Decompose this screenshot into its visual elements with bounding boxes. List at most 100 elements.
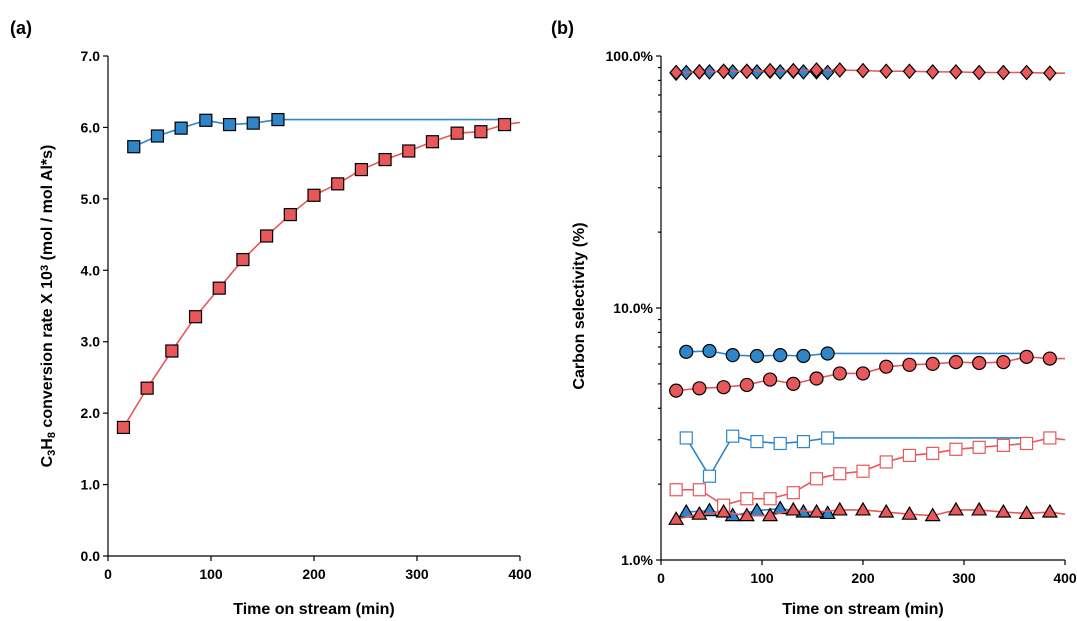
data-point: [740, 63, 754, 80]
data-point: [786, 376, 801, 391]
data-point: [773, 436, 787, 451]
data-point: [809, 472, 824, 486]
y-tick-label: 4.0: [81, 262, 101, 278]
data-point: [750, 63, 764, 80]
x-tick-label: 200: [851, 570, 875, 586]
y-axis-title-part: C: [39, 455, 56, 467]
data-point: [669, 483, 683, 497]
data-point: [972, 64, 986, 81]
data-point: [879, 359, 894, 374]
data-point: [691, 505, 708, 520]
data-point: [726, 429, 740, 443]
data-point: [820, 346, 835, 361]
data-point: [402, 144, 416, 158]
data-point: [1043, 65, 1057, 82]
data-point: [669, 383, 684, 398]
y-axis-title-part: 3: [46, 450, 58, 456]
data-point: [996, 354, 1011, 370]
data-point: [949, 63, 963, 80]
y-tick-label: 5.0: [81, 191, 101, 207]
data-point: [702, 343, 717, 359]
data-point: [668, 511, 685, 525]
data-point: [1020, 436, 1034, 451]
data-point: [749, 348, 765, 364]
data-point: [833, 467, 847, 481]
data-point: [996, 438, 1010, 452]
data-point: [150, 129, 165, 143]
data-point: [260, 229, 274, 243]
data-point: [378, 152, 392, 167]
data-point: [949, 442, 963, 456]
data-point: [902, 63, 917, 80]
data-point: [669, 64, 683, 81]
data-point: [971, 501, 988, 516]
data-point: [140, 381, 154, 395]
data-point: [1042, 351, 1057, 366]
data-point: [762, 372, 778, 387]
data-point: [715, 503, 732, 518]
data-point: [786, 62, 801, 79]
data-point: [188, 310, 203, 324]
data-point: [773, 348, 788, 363]
data-point: [283, 207, 297, 222]
data-point: [702, 469, 717, 483]
data-point: [354, 162, 368, 177]
data-point: [127, 140, 141, 154]
data-point: [809, 62, 824, 78]
panel-b: (b) 0 100 200 300 400 1.0% 10.0% 100.0% Time on…: [551, 18, 1077, 618]
x-tick-label: 200: [302, 566, 326, 582]
y-tick-label: 6.0: [81, 119, 101, 135]
data-point: [855, 366, 871, 381]
data-point: [821, 431, 835, 445]
data-point: [925, 356, 940, 372]
data-point: [879, 63, 894, 80]
data-point: [796, 348, 811, 364]
data-point: [425, 135, 440, 149]
data-point: [692, 381, 707, 396]
series-line: [122, 121, 521, 428]
data-point: [750, 435, 764, 449]
data-point: [947, 501, 964, 516]
panel-b-series: [668, 62, 1066, 525]
y-axis-title-part: H: [39, 438, 56, 450]
data-point: [996, 64, 1011, 81]
data-point: [165, 344, 179, 358]
data-point: [832, 366, 847, 381]
data-point: [1041, 503, 1058, 518]
x-tick-label: 0: [104, 566, 112, 582]
data-point: [762, 507, 779, 522]
y-tick-label: 7.0: [81, 48, 101, 64]
data-point: [819, 505, 836, 520]
y-tick-label: 10.0%: [613, 300, 653, 316]
data-point: [1018, 505, 1035, 520]
panel-b-label: (b): [551, 18, 574, 38]
data-point: [796, 435, 811, 449]
series-line: [133, 118, 505, 148]
data-point: [116, 420, 131, 435]
data-point: [856, 464, 870, 478]
data-point: [796, 63, 811, 80]
data-point: [1043, 431, 1057, 445]
panel-a-y-axis-title: C3H8 conversion rate X 103 (mol / mol Al…: [39, 145, 58, 468]
data-point: [773, 63, 787, 80]
data-point: [1019, 349, 1034, 364]
y-axis-title-part: 3: [39, 265, 51, 271]
x-tick-label: 0: [657, 570, 665, 586]
x-tick-label: 400: [1053, 570, 1077, 586]
data-point: [832, 62, 847, 78]
x-tick-label: 300: [405, 566, 429, 582]
data-point: [450, 126, 464, 140]
data-point: [692, 63, 707, 80]
panel-b-y-axis-title: Carbon selectivity (%): [571, 222, 588, 389]
data-point: [995, 503, 1012, 518]
data-point: [902, 357, 917, 372]
data-point: [331, 177, 345, 191]
x-tick-label: 100: [199, 566, 223, 582]
data-point: [763, 62, 777, 79]
data-point: [924, 507, 941, 522]
data-point: [271, 112, 285, 127]
data-point: [809, 371, 824, 386]
data-point: [763, 492, 777, 506]
x-tick-label: 300: [952, 570, 976, 586]
data-point: [307, 188, 321, 202]
